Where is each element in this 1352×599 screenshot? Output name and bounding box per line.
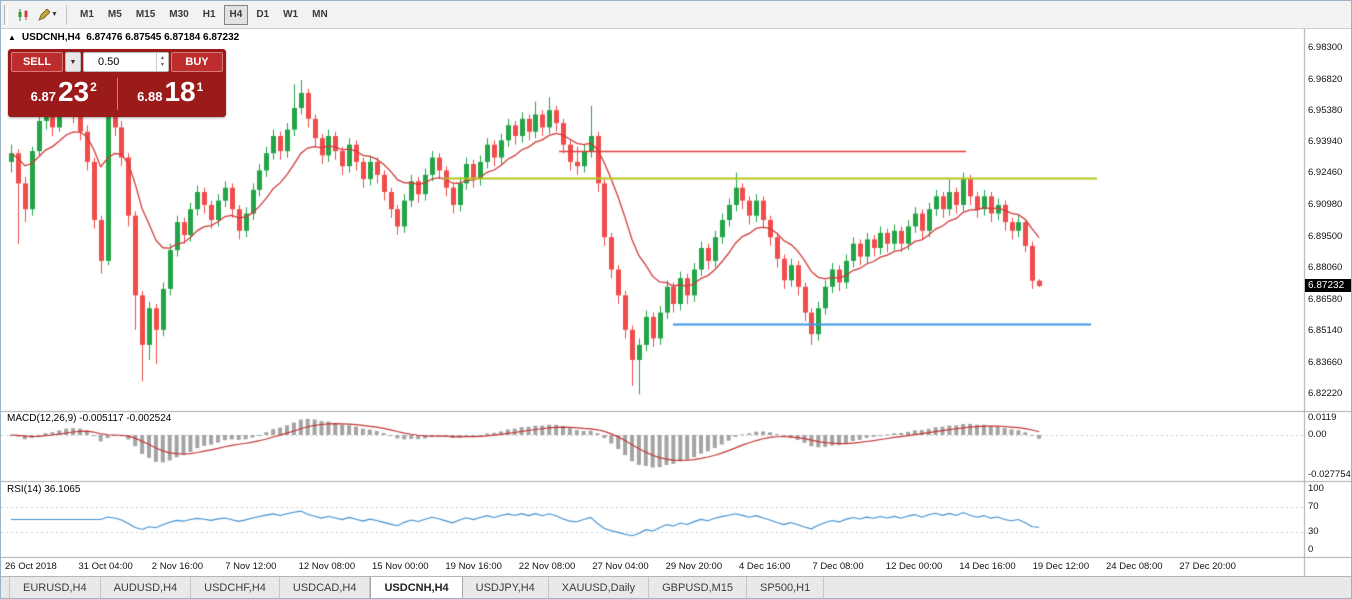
trade-panel-collapse-icon[interactable]: ▲	[8, 33, 16, 42]
rsi-axis-label: 70	[1308, 501, 1319, 512]
macd-axis-label: -0.027754	[1308, 469, 1351, 480]
time-axis-label: 2 Nov 16:00	[151, 561, 204, 572]
chart-tab-usdjpy-h4[interactable]: USDJPY,H4	[463, 577, 549, 598]
toolbar-grip[interactable]	[4, 4, 8, 25]
price-axis-label: 6.93940	[1308, 136, 1343, 147]
rsi-label: RSI(14) 36.1065	[7, 484, 81, 495]
trade-panel-controls: SELL ▼ 0.50 ▲ ▼ BUY	[11, 52, 223, 72]
sell-price-point: 2	[90, 80, 97, 94]
timeframe-button-h1[interactable]: H1	[197, 5, 222, 25]
chart-tab-usdcnh-h4[interactable]: USDCNH,H4	[370, 577, 463, 598]
price-axis-label: 6.98300	[1308, 42, 1343, 53]
price-axis-label: 6.85140	[1308, 325, 1343, 336]
timeframe-button-mn[interactable]: MN	[306, 5, 334, 25]
price-divider	[116, 78, 118, 110]
sell-price-prefix: 6.87	[30, 89, 56, 104]
timeframe-button-m15[interactable]: M15	[130, 5, 161, 25]
chart-tab-sp500-h1[interactable]: SP500,H1	[747, 577, 825, 598]
price-axis-label: 6.83660	[1308, 357, 1343, 368]
chart-tab-xauusd-daily[interactable]: XAUUSD,Daily	[549, 577, 650, 598]
chart-ohlc-label: 6.87476 6.87545 6.87184 6.87232	[86, 32, 240, 43]
timeframe-button-d1[interactable]: D1	[250, 5, 275, 25]
price-chart-canvas[interactable]	[1, 29, 1351, 576]
chart-region: ▲ USDCNH,H4 6.87476 6.87545 6.87184 6.87…	[1, 29, 1351, 576]
toolbar-separator	[66, 4, 67, 25]
buy-price-display[interactable]: 6.88 18 1	[120, 74, 222, 114]
timeframe-button-h4[interactable]: H4	[223, 4, 249, 25]
time-axis-label: 4 Dec 16:00	[739, 561, 791, 572]
time-axis-label: 22 Nov 08:00	[518, 561, 576, 572]
timeframe-group: M1 M5 M15 M30 H1 H4 D1 W1 MN	[73, 4, 335, 25]
timeframe-button-m5[interactable]: M5	[102, 5, 128, 25]
buy-price-point: 1	[196, 80, 204, 94]
lot-size-field[interactable]: 0.50 ▲ ▼	[83, 52, 169, 72]
chevron-down-icon: ▼	[51, 11, 58, 18]
chart-symbol-label: USDCNH,H4	[21, 32, 81, 43]
time-axis-label: 24 Dec 08:00	[1106, 561, 1163, 572]
time-axis-label: 19 Nov 16:00	[445, 561, 502, 572]
chart-title: ▲ USDCNH,H4 6.87476 6.87545 6.87184 6.87…	[8, 32, 239, 43]
sell-price-pips: 23	[57, 76, 90, 107]
chart-icon[interactable]	[12, 4, 36, 26]
rsi-axis-label: 0	[1308, 544, 1314, 555]
time-axis-label: 14 Dec 16:00	[959, 561, 1016, 572]
timeframe-button-m30[interactable]: M30	[163, 5, 194, 25]
sell-price-display[interactable]: 6.87 23 2	[13, 74, 115, 114]
price-axis-label: 6.90980	[1308, 199, 1343, 210]
macd-axis-label: 0.0119	[1308, 412, 1337, 423]
annotation-tool-icon[interactable]: ▼	[36, 4, 60, 26]
sell-button[interactable]: SELL	[11, 52, 63, 72]
time-axis-label: 27 Dec 20:00	[1179, 561, 1236, 572]
time-axis-label: 7 Dec 08:00	[812, 561, 864, 572]
chart-tab-gbpusd-m15[interactable]: GBPUSD,M15	[649, 577, 748, 598]
top-toolbar: ▼ M1 M5 M15 M30 H1 H4 D1 W1 MN	[1, 1, 1351, 29]
pencil-glyph	[38, 8, 51, 21]
timeframe-button-w1[interactable]: W1	[277, 5, 304, 25]
time-axis-label: 26 Oct 2018	[5, 561, 57, 572]
lot-options-button[interactable]: ▼	[65, 52, 81, 72]
buy-price-prefix: 6.88	[137, 89, 163, 104]
time-axis-label: 27 Nov 04:00	[592, 561, 649, 572]
price-axis-label: 6.86580	[1308, 294, 1343, 305]
chart-tab-eurusd-h4[interactable]: EURUSD,H4	[9, 577, 101, 598]
chart-tab-usdchf-h4[interactable]: USDCHF,H4	[191, 577, 280, 598]
time-axis-label: 19 Dec 12:00	[1032, 561, 1090, 572]
time-axis-label: 7 Nov 12:00	[225, 561, 277, 572]
trade-panel-prices: 6.87 23 2 6.88 18 1	[11, 72, 223, 114]
buy-button[interactable]: BUY	[171, 52, 223, 72]
price-axis-label: 6.95380	[1308, 105, 1343, 116]
chart-tab-usdcad-h4[interactable]: USDCAD,H4	[280, 577, 371, 598]
chevron-down-icon: ▼	[69, 58, 77, 66]
rsi-axis-label: 100	[1308, 483, 1324, 494]
buy-price-pips: 18	[164, 76, 196, 107]
rsi-axis-label: 30	[1308, 526, 1319, 537]
current-price-badge: 6.87232	[1305, 279, 1351, 292]
macd-axis-label: 0.00	[1308, 429, 1327, 440]
stepper-up-icon[interactable]: ▲	[160, 55, 165, 61]
timeframe-button-m1[interactable]: M1	[74, 5, 100, 25]
time-axis-label: 12 Nov 08:00	[298, 561, 356, 572]
one-click-trading-panel: SELL ▼ 0.50 ▲ ▼ BUY 6.87 23 2	[8, 49, 226, 117]
time-axis-label: 15 Nov 00:00	[372, 561, 429, 572]
price-axis-label: 6.92460	[1308, 167, 1343, 178]
lot-stepper[interactable]: ▲ ▼	[156, 53, 168, 71]
time-axis-label: 29 Nov 20:00	[665, 561, 723, 572]
chart-tab-audusd-h4[interactable]: AUDUSD,H4	[101, 577, 192, 598]
time-axis-label: 12 Dec 00:00	[885, 561, 943, 572]
lot-size-value: 0.50	[98, 56, 120, 68]
price-axis-label: 6.88060	[1308, 262, 1343, 273]
price-axis-label: 6.89500	[1308, 231, 1343, 242]
price-axis-label: 6.82220	[1308, 388, 1343, 399]
macd-label: MACD(12,26,9) -0.005117 -0.002524	[7, 413, 172, 424]
time-axis-label: 31 Oct 04:00	[78, 561, 133, 572]
chart-tab-bar: EURUSD,H4 AUDUSD,H4 USDCHF,H4 USDCAD,H4 USDC…	[1, 576, 1351, 598]
price-axis-label: 6.96820	[1308, 74, 1343, 85]
stepper-down-icon[interactable]: ▼	[160, 62, 165, 68]
candlestick-glyph	[18, 8, 28, 21]
